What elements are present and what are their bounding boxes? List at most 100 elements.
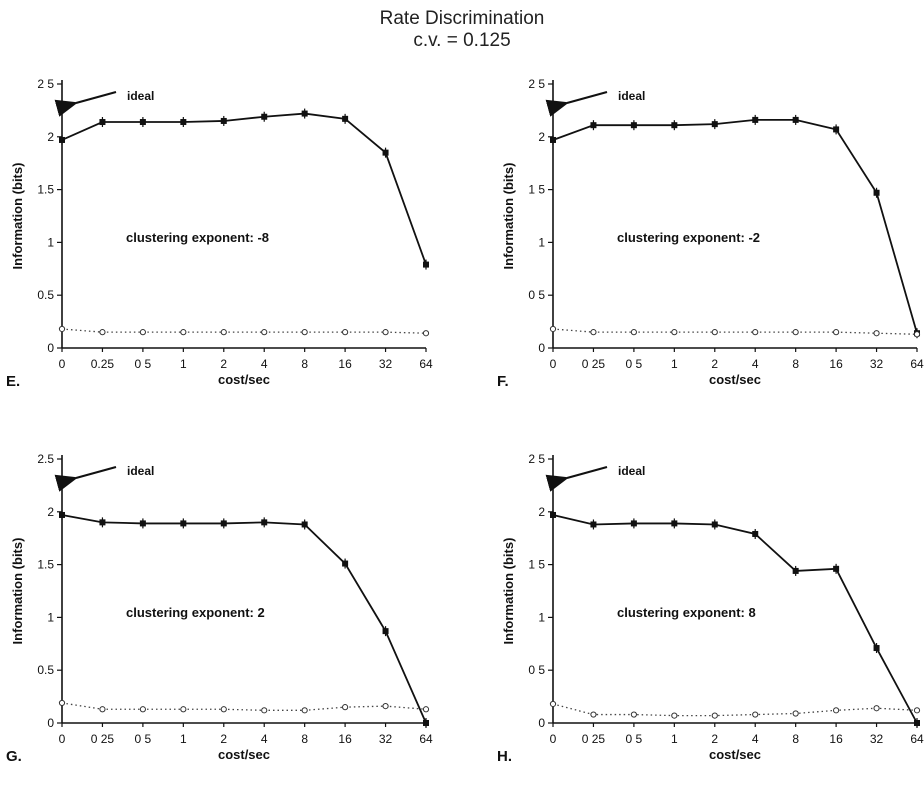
data-point: [99, 519, 106, 526]
data-point-open: [873, 705, 880, 712]
data-point: [752, 116, 759, 123]
chart-panel-3: 0 0.5 1 1.5 2 2.5 0 0 25 0 5 1 2 4 8 16 32 64 cost/sec In…: [6, 452, 433, 765]
data-point: [382, 628, 389, 635]
data-point-open: [590, 329, 597, 336]
data-point: [180, 119, 187, 126]
x-tick-label: 2: [711, 732, 718, 746]
x-tick-label: 1: [671, 357, 678, 371]
chart-panel-2: 0 0 5 1 1 5 2 2 5 0 0 25 0 5 1 2 4 8 16 32 64 cost/sec In…: [497, 77, 924, 390]
data-point-open: [873, 330, 880, 337]
data-point: [301, 110, 308, 117]
series-line-dotted: [552, 328, 918, 335]
data-point-open: [913, 707, 921, 714]
data-point-open: [590, 711, 597, 718]
x-tick-label: 0: [59, 357, 66, 371]
x-tick-label: 4: [752, 357, 759, 371]
data-point-open: [549, 700, 557, 708]
data-point-open: [261, 707, 268, 714]
data-point-open: [711, 329, 718, 336]
x-axis-label: cost/sec: [218, 372, 270, 387]
ideal-arrow: [54, 90, 117, 117]
y-axis-label: Information (bits): [501, 163, 516, 270]
data-point-open: [301, 329, 308, 336]
data-point-open: [342, 329, 349, 336]
data-point-open: [752, 329, 759, 336]
data-point: [914, 720, 920, 726]
data-point: [833, 565, 840, 572]
series-line-dotted: [61, 702, 427, 711]
y-tick-label: 0 5: [528, 288, 545, 302]
figure-title: Rate Discrimination: [379, 8, 545, 29]
series-line-solid: [552, 119, 918, 334]
x-tick-label: 0 5: [135, 732, 152, 746]
x-tick-label: 8: [301, 732, 308, 746]
series-line-solid: [61, 514, 427, 724]
series-line-dotted: [61, 328, 427, 334]
data-point-open: [301, 707, 308, 714]
data-point-open: [180, 706, 187, 713]
series-line-solid: [61, 112, 427, 265]
data-point: [711, 521, 718, 528]
y-axis-label: Information (bits): [10, 163, 25, 270]
x-tick-label: 0 25: [91, 732, 115, 746]
data-point-open: [833, 707, 840, 714]
x-tick-label: 32: [379, 732, 393, 746]
x-tick-label: 0 5: [626, 732, 643, 746]
y-tick-label: 1: [47, 235, 54, 249]
data-point: [342, 115, 349, 122]
data-point-open: [382, 329, 389, 336]
data-point: [711, 121, 718, 128]
data-point-open: [58, 325, 66, 333]
data-point-open: [792, 329, 799, 336]
ideal-label: ideal: [618, 464, 645, 478]
x-axis-label: cost/sec: [709, 747, 761, 762]
y-tick-label: 0 5: [528, 663, 545, 677]
data-point: [139, 520, 146, 527]
x-tick-label: 0: [550, 357, 557, 371]
data-point: [220, 117, 227, 124]
x-tick-label: 2: [220, 357, 227, 371]
ideal-arrow: [54, 465, 117, 492]
x-tick-label: 4: [261, 357, 268, 371]
ideal-label: ideal: [618, 89, 645, 103]
y-axis-label: Information (bits): [501, 538, 516, 645]
panel-label: G.: [6, 748, 22, 765]
data-point-open: [422, 330, 430, 337]
x-tick-label: 16: [829, 357, 843, 371]
ideal-label: ideal: [127, 89, 154, 103]
data-point-open: [671, 712, 678, 719]
y-axis-label: Information (bits): [10, 538, 25, 645]
data-point: [792, 567, 799, 574]
data-point: [301, 521, 308, 528]
y-tick-label: 0: [47, 716, 54, 730]
y-tick-label: 2.5: [37, 452, 54, 466]
data-point: [671, 122, 678, 129]
data-point: [59, 136, 65, 143]
x-tick-label: 32: [870, 732, 884, 746]
data-point-open: [180, 329, 187, 336]
series-line-solid: [552, 514, 918, 724]
ideal-label: ideal: [127, 464, 154, 478]
x-tick-label: 0: [59, 732, 66, 746]
data-point: [261, 519, 268, 526]
clustering-annotation: clustering exponent: -8: [126, 230, 269, 245]
data-point: [423, 261, 429, 268]
data-point-open: [58, 699, 66, 707]
y-tick-label: 1.5: [37, 183, 54, 197]
data-point-open: [671, 329, 678, 336]
chart-panel-4: 0 0 5 1 1 5 2 2 5 0 0 25 0 5 1 2 4 8 16 32 64 cost/sec In…: [497, 452, 924, 765]
data-point: [590, 521, 597, 528]
x-axis-label: cost/sec: [709, 372, 761, 387]
data-point-open: [99, 706, 106, 713]
data-point: [873, 189, 880, 196]
data-point: [590, 122, 597, 129]
x-tick-label: 16: [829, 732, 843, 746]
ideal-arrow: [545, 90, 608, 117]
x-tick-label: 1: [180, 732, 187, 746]
x-tick-label: 16: [338, 357, 352, 371]
x-tick-label: 1: [671, 732, 678, 746]
x-tick-label: 64: [910, 357, 924, 371]
panel-label: F.: [497, 373, 509, 390]
data-point-open: [382, 703, 389, 710]
